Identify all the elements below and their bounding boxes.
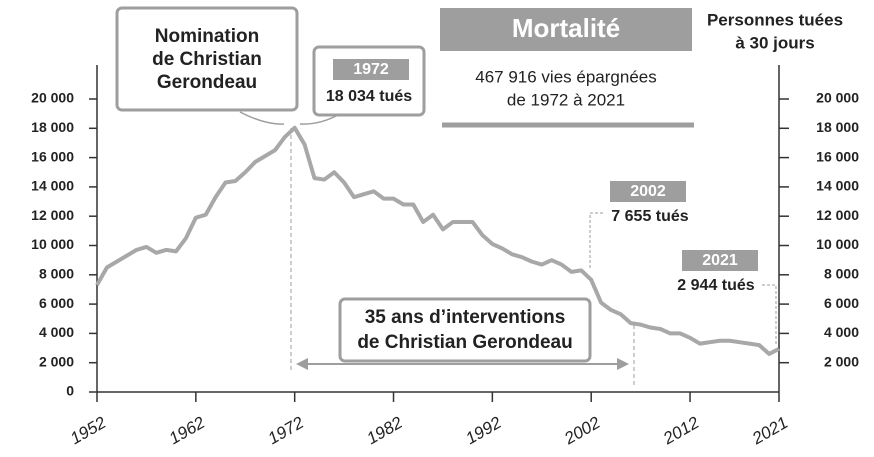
y-tick-label: 2 000: [39, 353, 74, 369]
x-tick-label: 2002: [560, 413, 604, 449]
label-box: [333, 59, 409, 80]
y2-tick-label: 4 000: [824, 324, 859, 340]
y2-tick-label: 8 000: [824, 266, 859, 282]
y-axis-label: à 30 jours: [735, 33, 814, 52]
y2-tick-label: 18 000: [816, 119, 859, 135]
y2-tick-label: 16 000: [816, 148, 859, 164]
annotation: Nomination: [155, 26, 260, 47]
x-tick-label: 1962: [166, 413, 209, 449]
y-tick-label: 20 000: [31, 90, 74, 106]
annotation: Gerondeau: [157, 72, 257, 93]
y2-tick-label: 10 000: [816, 236, 859, 252]
y-tick-label: 6 000: [39, 295, 74, 311]
x-tick-label: 2021: [748, 413, 791, 449]
x-tick-label: 1972: [265, 413, 308, 449]
arrow: [299, 113, 341, 125]
y2-tick-label: 2 000: [824, 353, 859, 369]
leader: [589, 212, 603, 268]
subtitle: de 1972 à 2021: [507, 90, 625, 109]
y-tick-label: 16 000: [31, 148, 74, 164]
x-tick-label: 2012: [659, 413, 703, 449]
leader: [762, 284, 777, 345]
callout-box: [338, 297, 592, 363]
y-tick-label: 10 000: [31, 236, 74, 252]
chart-title: Mortalité: [512, 13, 620, 43]
y2-tick-label: 14 000: [816, 178, 859, 194]
data-line: [95, 125, 780, 356]
y2-tick-label: 20 000: [816, 90, 859, 106]
value-label: 18 034 tués: [326, 88, 412, 105]
annotation: 35 ans d’interventions: [365, 307, 566, 328]
value-label: 7 655 tués: [611, 208, 688, 225]
arrow: [239, 111, 285, 125]
annotation: de Christian Gerondeau: [357, 332, 572, 353]
y2-tick-label: 6 000: [824, 295, 859, 311]
subtitle: 467 916 vies épargnées: [475, 67, 656, 86]
label-box: [610, 181, 686, 202]
y-tick-label: 4 000: [39, 324, 74, 340]
value-label: 2 944 tués: [677, 277, 754, 294]
x-tick-label: 1952: [67, 413, 110, 449]
label-box: [682, 250, 758, 271]
title-box: [440, 8, 692, 51]
year-label: 2002: [630, 183, 666, 200]
y-tick-label: 14 000: [31, 178, 74, 194]
x-tick-label: 1992: [462, 413, 505, 449]
callout-box: [115, 6, 299, 112]
x-tick-label: 1982: [364, 413, 407, 449]
y-tick-label: 8 000: [39, 266, 74, 282]
y-tick-label: 18 000: [31, 119, 74, 135]
year-label: 2021: [702, 252, 738, 269]
annotation: de Christian: [152, 49, 262, 70]
y-tick-label: 12 000: [31, 207, 74, 223]
y2-tick-label: 12 000: [816, 207, 859, 223]
y-tick-label: 0: [66, 383, 74, 399]
y-axis-label: Personnes tuées: [707, 10, 843, 29]
year-label: 1972: [353, 61, 389, 78]
